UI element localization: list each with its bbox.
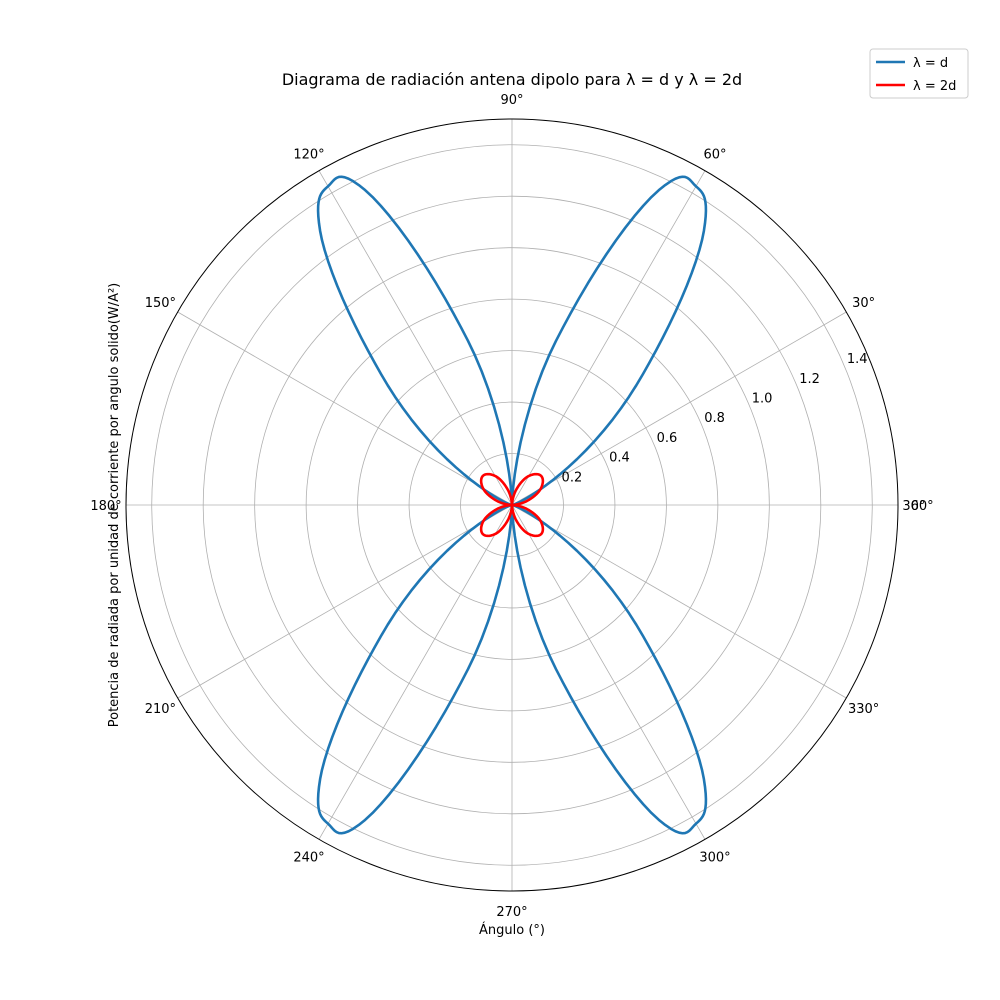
radial-tick-label: 0.8 (704, 411, 725, 426)
angle-tick-label: 120° (293, 147, 324, 162)
angular-gridline (177, 504, 513, 699)
legend-label-lambda-2d: λ = 2d (913, 79, 956, 94)
angle-tick-label: 0° (911, 499, 926, 514)
angular-gridline (318, 504, 513, 840)
angular-gridline (318, 170, 513, 506)
angle-tick-label: 240° (293, 851, 324, 866)
angular-gridline (511, 504, 706, 840)
legend-label-lambda-d: λ = d (913, 56, 948, 71)
angle-tick-label: 270° (496, 905, 527, 920)
angular-gridline (511, 504, 847, 699)
angle-tick-label: 150° (145, 296, 176, 311)
radial-tick-label: 0.4 (609, 451, 630, 466)
radial-tick-label: 0.2 (562, 470, 583, 485)
tick-labels: 0.2 0.4 0.6 0.8 1.0 1.2 1.4 0° 30° 60° 90° 120° 150°… (90, 93, 933, 920)
radial-tick-label: 0.6 (657, 431, 678, 446)
polar-frame (125, 118, 899, 892)
angular-gridline (511, 311, 847, 506)
angle-tick-label: 210° (145, 702, 176, 717)
legend: λ = d λ = 2d (869, 48, 969, 99)
radial-tick-label: 1.4 (847, 352, 868, 367)
polar-grid (126, 119, 898, 891)
series-group (316, 175, 708, 835)
angle-tick-label: 360° (902, 499, 933, 514)
angle-tick-label: 330° (848, 702, 879, 717)
radial-tick-label: 1.0 (752, 392, 773, 407)
angular-gridline (511, 170, 706, 506)
angle-tick-label: 30° (852, 296, 875, 311)
angle-tick-label: 90° (500, 93, 523, 108)
angular-gridline (177, 311, 513, 506)
y-axis-label: Potencia de radiada por unidad de corrie… (107, 283, 122, 728)
angle-tick-label: 180° (90, 499, 121, 514)
angle-tick-label: 60° (703, 147, 726, 162)
x-axis-label: Ángulo (°) (479, 922, 545, 938)
radial-tick-label: 1.2 (799, 372, 820, 387)
angle-tick-label: 300° (699, 851, 730, 866)
series-line-lambda-2d (479, 472, 545, 538)
chart-title: Diagrama de radiación antena dipolo para… (282, 70, 742, 89)
